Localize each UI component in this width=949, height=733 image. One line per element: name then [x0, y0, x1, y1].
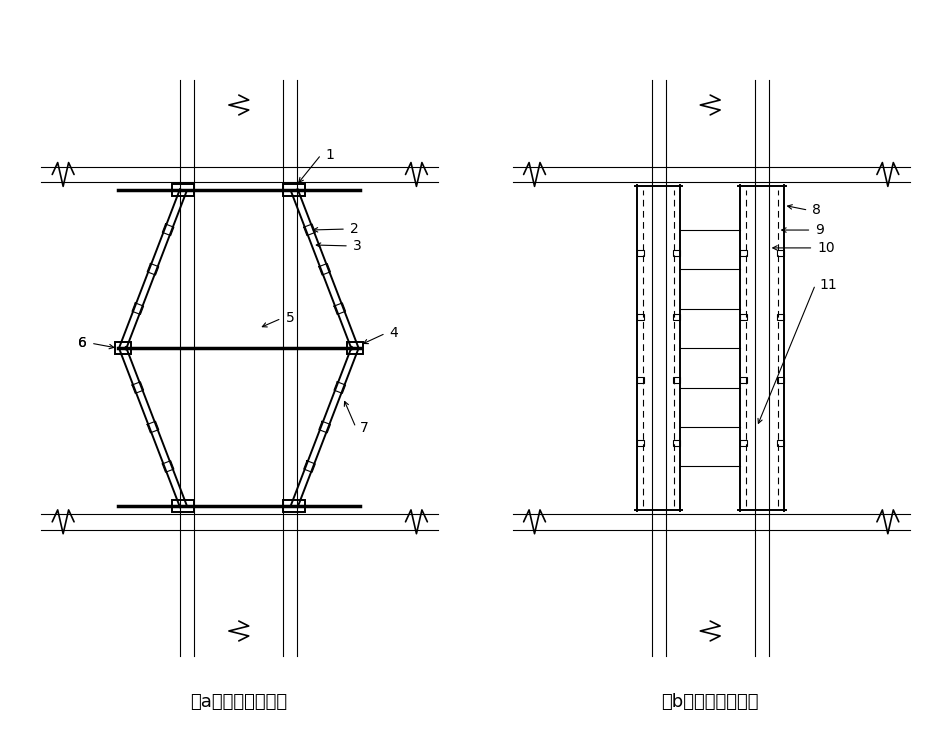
Text: 11: 11	[819, 278, 837, 292]
Text: （a）未施加预应力: （a）未施加预应力	[190, 693, 288, 712]
FancyBboxPatch shape	[115, 342, 131, 354]
Bar	[637, 251, 643, 257]
Bar	[740, 251, 747, 257]
Bar	[637, 314, 643, 320]
Bar	[776, 251, 784, 257]
Bar	[674, 440, 680, 446]
Bar	[776, 314, 784, 320]
Bar	[674, 314, 680, 320]
Bar	[674, 377, 680, 383]
Text: 7: 7	[360, 421, 368, 435]
FancyBboxPatch shape	[173, 185, 195, 196]
FancyBboxPatch shape	[284, 500, 306, 512]
Bar	[740, 314, 747, 320]
Text: 6: 6	[78, 336, 87, 350]
Bar	[740, 440, 747, 446]
Text: 8: 8	[812, 203, 821, 217]
Bar	[740, 377, 747, 383]
Text: 9: 9	[815, 223, 825, 237]
Text: 5: 5	[286, 312, 294, 325]
Text: 3: 3	[353, 239, 362, 253]
Text: 10: 10	[817, 241, 835, 255]
Text: 6: 6	[78, 336, 87, 350]
Bar	[637, 377, 643, 383]
Text: 1: 1	[326, 147, 334, 161]
Text: （b）已施加预应力: （b）已施加预应力	[661, 693, 759, 712]
Bar	[776, 440, 784, 446]
FancyBboxPatch shape	[347, 342, 363, 354]
Text: 4: 4	[390, 326, 399, 340]
FancyBboxPatch shape	[173, 500, 195, 512]
Bar	[776, 377, 784, 383]
Bar	[674, 251, 680, 257]
Bar	[637, 440, 643, 446]
FancyBboxPatch shape	[284, 185, 306, 196]
Text: 2: 2	[350, 222, 359, 236]
